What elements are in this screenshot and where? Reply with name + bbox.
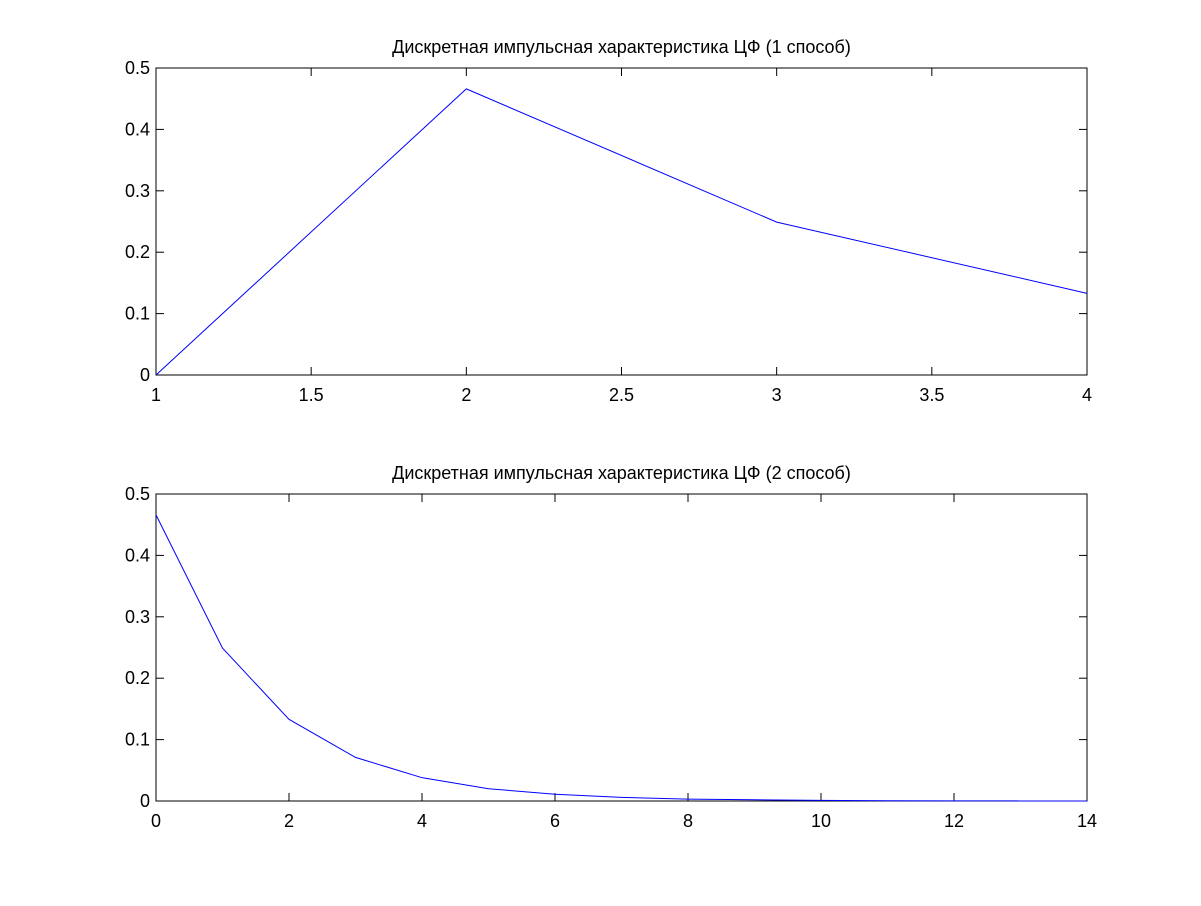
series-line-1 xyxy=(155,88,1088,376)
y-tick-label: 0.5 xyxy=(125,58,150,78)
x-tick-label: 1 xyxy=(151,385,161,405)
y-tick-label: 0.3 xyxy=(125,607,150,627)
x-tick-label: 2 xyxy=(461,385,471,405)
y-tick-label: 0.3 xyxy=(125,181,150,201)
plot-area xyxy=(155,493,1088,802)
plot-area xyxy=(155,67,1088,376)
x-tick-label: 14 xyxy=(1077,811,1097,831)
x-tick-label: 8 xyxy=(683,811,693,831)
chart-title: Дискретная импульсная характеристика ЦФ … xyxy=(392,463,851,483)
y-tick-label: 0 xyxy=(140,791,150,811)
x-tick-label: 2.5 xyxy=(609,385,634,405)
chart-title: Дискретная импульсная характеристика ЦФ … xyxy=(392,37,851,57)
x-tick-label: 3 xyxy=(772,385,782,405)
x-tick-label: 4 xyxy=(417,811,427,831)
x-tick-label: 6 xyxy=(550,811,560,831)
subplot-1: Дискретная импульсная характеристика ЦФ … xyxy=(125,37,1092,405)
x-tick-label: 3.5 xyxy=(919,385,944,405)
x-tick-label: 1.5 xyxy=(299,385,324,405)
y-tick-label: 0.2 xyxy=(125,668,150,688)
x-tick-label: 12 xyxy=(944,811,964,831)
y-tick-label: 0.4 xyxy=(125,545,150,565)
y-tick-label: 0.5 xyxy=(125,484,150,504)
y-tick-label: 0.1 xyxy=(125,304,150,324)
y-tick-label: 0 xyxy=(140,365,150,385)
x-tick-label: 2 xyxy=(284,811,294,831)
y-tick-label: 0.4 xyxy=(125,119,150,139)
subplot-2: Дискретная импульсная характеристика ЦФ … xyxy=(125,463,1097,831)
x-tick-label: 0 xyxy=(151,811,161,831)
y-tick-label: 0.1 xyxy=(125,730,150,750)
series-line-1 xyxy=(155,514,1087,802)
x-tick-label: 10 xyxy=(811,811,831,831)
y-tick-label: 0.2 xyxy=(125,242,150,262)
x-tick-label: 4 xyxy=(1082,385,1092,405)
